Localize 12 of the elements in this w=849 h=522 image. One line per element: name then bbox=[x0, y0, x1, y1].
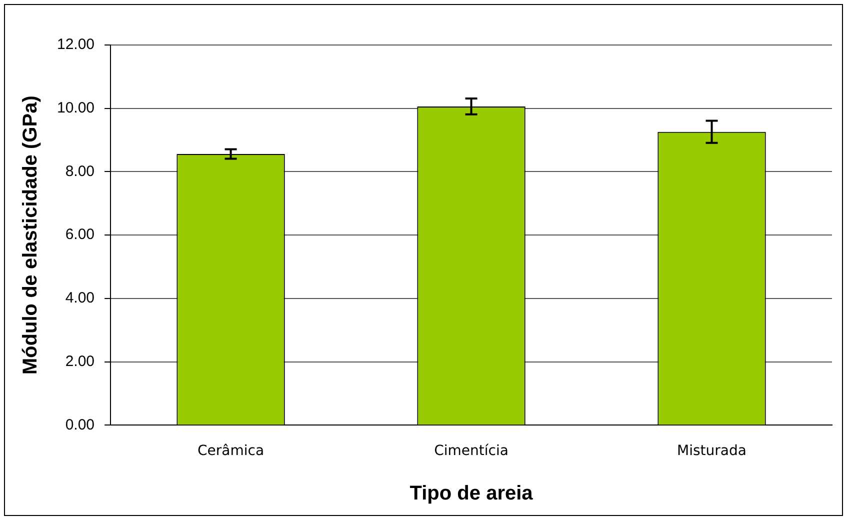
x-tick-label: Misturada bbox=[677, 443, 746, 460]
y-tick-label: 0.00 bbox=[65, 416, 95, 434]
y-tick-label: 2.00 bbox=[65, 352, 95, 370]
x-tick-label: Cerâmica bbox=[198, 443, 264, 460]
y-axis-title: Módulo de elasticidade (GPa) bbox=[20, 96, 42, 375]
y-tick-label: 8.00 bbox=[65, 162, 95, 180]
y-tick-label: 10.00 bbox=[56, 100, 95, 117]
y-tick-label: 4.00 bbox=[65, 290, 95, 307]
y-tick-label: 6.00 bbox=[65, 226, 95, 244]
y-tick-label: 12.00 bbox=[56, 36, 95, 54]
x-tick-label: Cimentícia bbox=[434, 443, 508, 460]
x-axis-title: Tipo de areia bbox=[410, 482, 534, 505]
